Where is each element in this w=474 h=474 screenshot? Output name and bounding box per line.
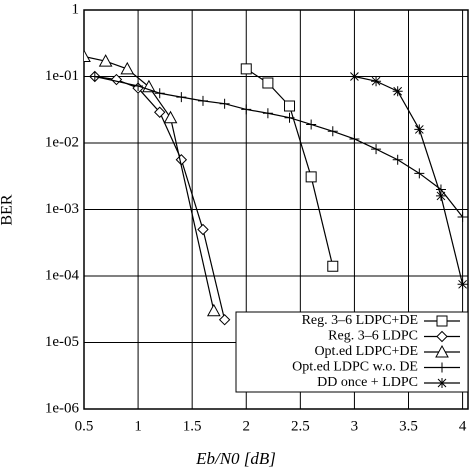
marker [392, 86, 403, 97]
series-line [245, 68, 334, 267]
plot-frame [83, 9, 469, 410]
marker [206, 303, 221, 317]
marker [154, 88, 165, 99]
legend-label: Reg. 3–6 LDPC [328, 329, 418, 344]
marker [349, 71, 360, 82]
marker [197, 95, 208, 106]
series-line [94, 75, 464, 218]
marker [435, 344, 449, 358]
marker [436, 330, 448, 343]
plot-area [84, 49, 468, 326]
x-tick-label: 4 [459, 418, 467, 434]
marker [327, 126, 338, 137]
y-tick-label: 1e-06 [45, 400, 80, 416]
marker [197, 223, 209, 236]
marker [98, 54, 113, 67]
x-tick-label: 3 [351, 418, 359, 434]
y-tick-label: 1 [72, 1, 80, 17]
legend-label: Opt.ed LDPC w.o. DE [292, 360, 418, 375]
marker [457, 279, 468, 290]
marker [219, 98, 230, 109]
marker [436, 315, 448, 327]
y-tick-label: 1e-01 [45, 68, 79, 84]
marker [218, 314, 231, 326]
series-line [354, 75, 464, 285]
x-tick-label: 2 [243, 418, 251, 434]
y-tick-label: 1e-03 [45, 201, 79, 217]
y-tick-label: 1e-05 [45, 334, 79, 350]
y-tick-label: 1e-04 [45, 267, 80, 283]
legend-label: DD once + LDPC [317, 375, 418, 390]
legend-label: Reg. 3–6 LDPC+DE [302, 313, 418, 328]
legend-label: Opt.ed LDPC+DE [314, 344, 418, 359]
marker [371, 76, 382, 87]
marker [241, 104, 252, 115]
marker [154, 106, 166, 118]
marker [284, 112, 295, 123]
marker [262, 108, 273, 119]
marker [176, 92, 187, 103]
marker [120, 61, 135, 75]
marker [349, 133, 360, 144]
x-axis-label: Eb/N0 [dB] [195, 449, 276, 468]
marker [392, 154, 403, 165]
marker [435, 190, 446, 201]
marker [306, 119, 317, 130]
y-tick-label: 1e-02 [45, 134, 79, 150]
marker [437, 378, 447, 388]
x-tick-label: 1.5 [183, 418, 202, 434]
marker [327, 260, 339, 272]
marker [133, 80, 144, 91]
x-tick-label: 1 [134, 418, 142, 434]
marker [457, 212, 468, 223]
marker [414, 168, 425, 179]
series-line [84, 55, 215, 311]
marker [414, 124, 425, 135]
marker [262, 77, 274, 89]
marker [305, 171, 317, 183]
x-tick-label: 3.5 [399, 418, 418, 434]
marker [110, 73, 123, 86]
marker [437, 362, 447, 373]
marker [240, 63, 252, 75]
y-axis-label: BER [0, 194, 16, 225]
marker [371, 144, 382, 155]
marker [284, 100, 296, 112]
x-tick-label: 2.5 [291, 418, 310, 434]
x-tick-label: 0.5 [75, 418, 94, 434]
marker [89, 71, 100, 82]
marker [163, 110, 178, 124]
marker [84, 49, 91, 62]
